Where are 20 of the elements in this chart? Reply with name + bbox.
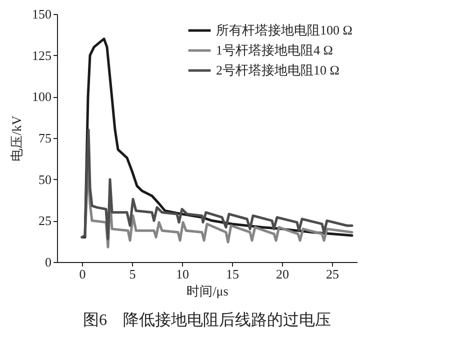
y-tick-label: 150 bbox=[32, 6, 52, 22]
y-tick-label: 25 bbox=[38, 213, 52, 228]
legend-label: 2号杆塔接地电阻10 Ω bbox=[216, 62, 340, 78]
y-axis-title: 电压/kV bbox=[9, 115, 24, 162]
y-tick-label: 125 bbox=[32, 48, 52, 63]
x-tick-label: 20 bbox=[276, 266, 289, 282]
caption: 图6 降低接地电阻后线路的过电压 bbox=[83, 311, 331, 329]
x-tick-label: 15 bbox=[226, 266, 239, 282]
line-series bbox=[80, 128, 354, 240]
y-tick-label: 50 bbox=[38, 172, 52, 187]
y-tick-label: 75 bbox=[38, 130, 52, 146]
x-axis-title: 时间/μs bbox=[186, 284, 228, 298]
x-tick-label: 0 bbox=[79, 266, 86, 282]
x-tick-label: 25 bbox=[326, 266, 339, 282]
y-tick-label: 0 bbox=[45, 254, 52, 270]
legend-label: 1号杆塔接地电阻4 Ω bbox=[216, 42, 333, 58]
y-tick-label: 100 bbox=[32, 89, 52, 104]
legend-label: 所有杆塔接地电阻100 Ω bbox=[216, 22, 352, 38]
x-tick-label: 10 bbox=[176, 266, 189, 282]
x-tick-label: 5 bbox=[129, 266, 136, 282]
